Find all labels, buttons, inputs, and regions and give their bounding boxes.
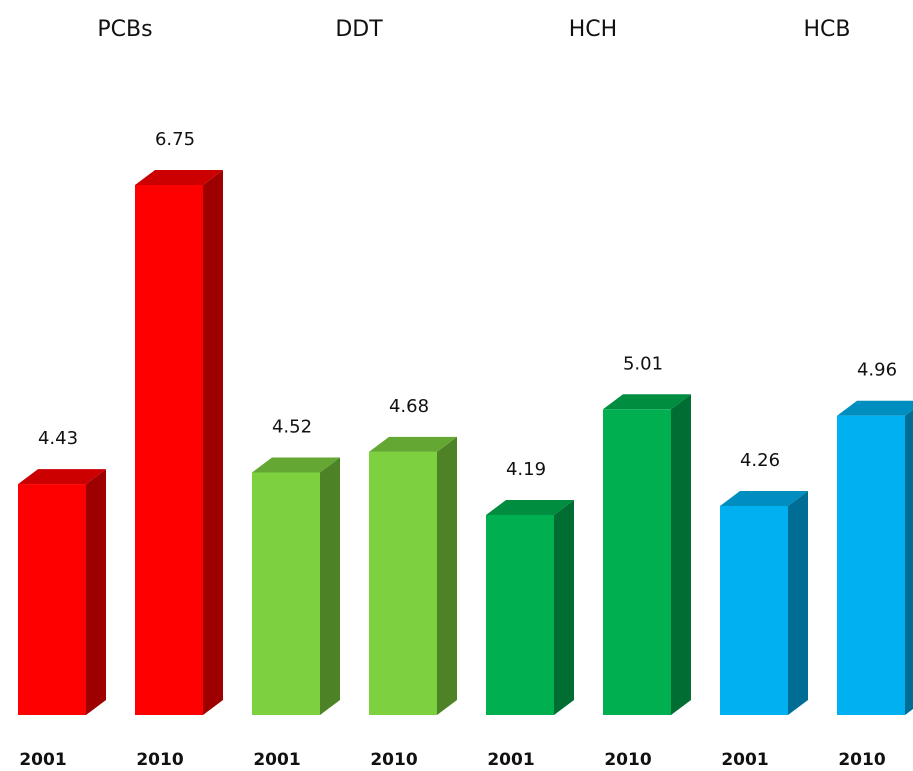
bar-side <box>203 170 223 715</box>
x-tick-label: 2010 <box>136 750 183 770</box>
value-label: 4.68 <box>389 396 429 417</box>
bar <box>837 415 905 715</box>
x-tick-label: 2001 <box>253 750 300 770</box>
bar-top <box>252 457 340 473</box>
bar-top <box>837 400 913 416</box>
bar <box>369 451 437 715</box>
x-tick-label: 2010 <box>370 750 417 770</box>
value-label: 4.19 <box>506 459 546 480</box>
bar-side <box>86 469 106 715</box>
value-label: 5.01 <box>623 353 663 374</box>
bar <box>135 185 203 715</box>
bar-top <box>18 469 106 485</box>
bar-top <box>720 490 808 506</box>
group-title: PCBs <box>97 17 152 42</box>
bar-side <box>437 436 457 715</box>
bar <box>18 484 86 715</box>
x-tick-label: 2001 <box>19 750 66 770</box>
bar-side <box>905 409 913 715</box>
group-title: DDT <box>335 17 383 42</box>
x-tick-label: 2001 <box>721 750 768 770</box>
x-tick-label: 2010 <box>838 750 885 770</box>
bar-side <box>788 490 808 715</box>
group-title: HCH <box>569 17 617 42</box>
group-title: HCB <box>804 17 851 42</box>
bar-side <box>554 500 574 715</box>
bar <box>720 505 788 715</box>
x-tick-label: 2001 <box>487 750 534 770</box>
bar-top <box>486 500 574 515</box>
bar-top <box>135 170 223 185</box>
bar-top <box>603 394 691 410</box>
value-label: 4.52 <box>272 416 312 437</box>
bar-side <box>320 457 340 715</box>
bar <box>603 409 671 715</box>
bar-top <box>369 436 457 452</box>
x-tick-label: 2010 <box>604 750 651 770</box>
bar-side <box>671 394 691 715</box>
value-label: 4.43 <box>38 428 78 449</box>
value-label: 6.75 <box>155 129 195 150</box>
bar <box>486 515 554 715</box>
value-label: 4.96 <box>857 360 897 381</box>
bar <box>252 472 320 715</box>
value-label: 4.26 <box>740 450 780 471</box>
